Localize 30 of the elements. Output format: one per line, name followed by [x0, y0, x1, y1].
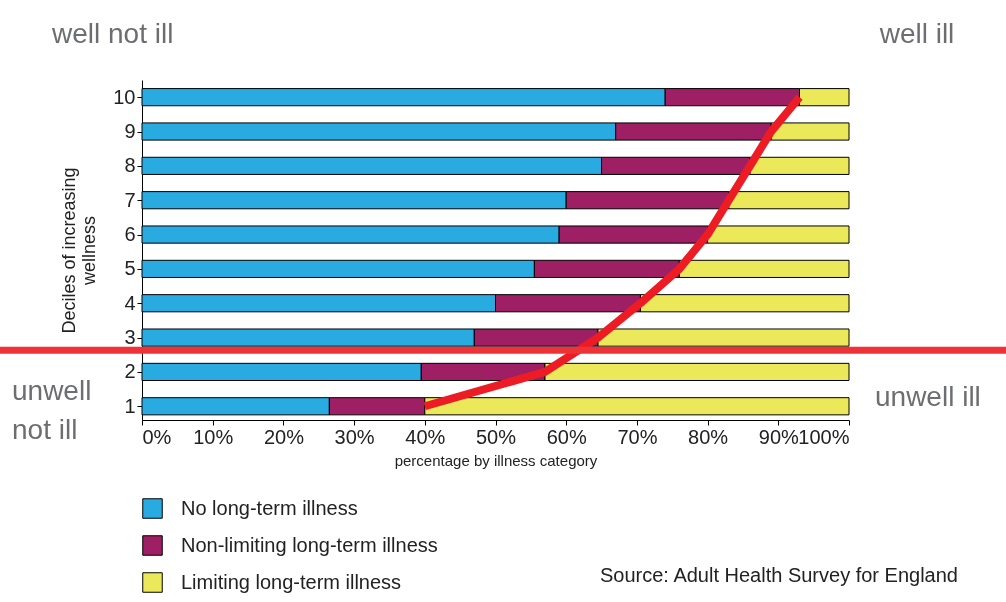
y-tick-label: 1	[124, 394, 136, 417]
x-tick-label: 10%	[193, 425, 234, 448]
x-tick-label: 20%	[263, 425, 305, 448]
text: unwell not ill	[12, 375, 92, 446]
text: well not ill	[51, 18, 174, 49]
y-tick-label: 4	[124, 291, 136, 314]
source-note: Source: Adult Health Survey for England	[600, 564, 958, 586]
y-tick-label: 7	[124, 188, 136, 211]
x-tick-label: 70%	[617, 425, 658, 448]
y-tick-label: 9	[124, 120, 136, 143]
x-axis-title: percentage by illness category	[394, 451, 598, 469]
x-tick-label: 50%	[475, 425, 517, 448]
y-tick-label: 8	[124, 154, 136, 177]
y-tick-label: 6	[124, 223, 136, 246]
x-tick-label: 60%	[546, 425, 587, 448]
y-tick-label: 5	[124, 257, 136, 280]
y-axis-title: Deciles of increasing wellness	[59, 167, 100, 334]
text: unwell ill	[875, 381, 981, 412]
y-tick-label: 10	[113, 85, 136, 108]
x-tick-label: 100%	[798, 425, 850, 448]
x-tick-label: 30%	[334, 425, 375, 448]
legend-label: Limiting long-term illness	[181, 570, 402, 593]
legend-label: Non-limiting long-term illness	[181, 533, 438, 556]
x-tick-label: 0%	[142, 425, 172, 448]
x-tick-label: 80%	[688, 425, 729, 448]
legend-label: No long-term illness	[181, 496, 358, 519]
y-tick-label: 3	[124, 326, 136, 349]
text: well ill	[878, 18, 955, 49]
x-tick-label: 40%	[405, 425, 446, 448]
y-tick-label: 2	[124, 360, 136, 383]
